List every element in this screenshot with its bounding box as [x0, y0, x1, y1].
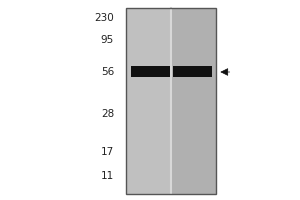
Text: 56: 56: [101, 67, 114, 77]
Text: 230: 230: [94, 13, 114, 23]
Text: 95: 95: [101, 35, 114, 45]
Text: 11: 11: [101, 171, 114, 181]
Bar: [173, 66, 212, 77]
Text: 28: 28: [101, 109, 114, 119]
Bar: [171, 8, 216, 194]
Text: 17: 17: [101, 147, 114, 157]
Bar: [126, 8, 216, 194]
Bar: [126, 8, 171, 194]
Bar: [130, 66, 170, 77]
